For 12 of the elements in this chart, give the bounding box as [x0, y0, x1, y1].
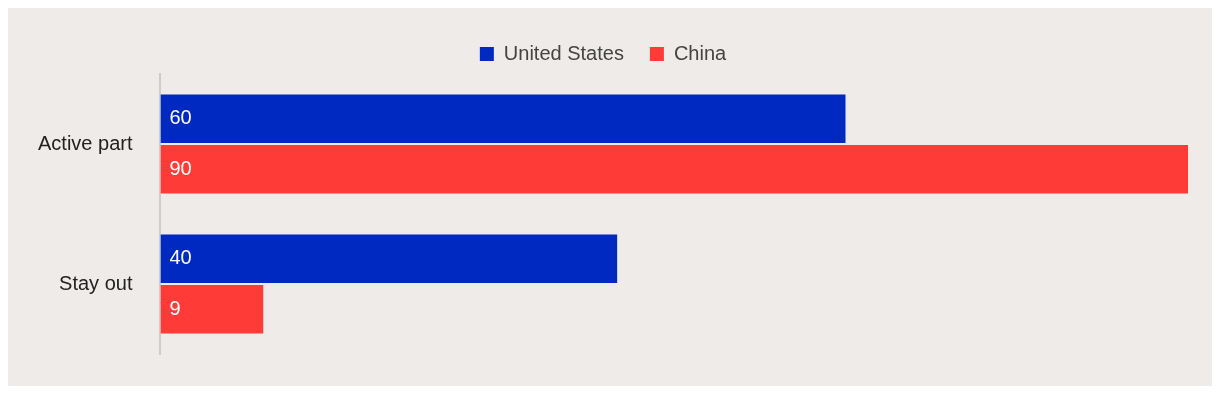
bar [160, 284, 264, 334]
y-tick-label: Stay out [59, 271, 133, 294]
data-label: 90 [169, 156, 192, 179]
data-label: 9 [169, 296, 181, 319]
bar [160, 144, 1188, 194]
y-tick-label: Active part [38, 131, 133, 154]
data-label: 40 [169, 246, 192, 269]
bar [160, 234, 618, 284]
data-label: 60 [169, 106, 192, 129]
legend-label: United States [503, 41, 624, 64]
legend-label: China [673, 41, 728, 64]
bar [160, 94, 846, 144]
